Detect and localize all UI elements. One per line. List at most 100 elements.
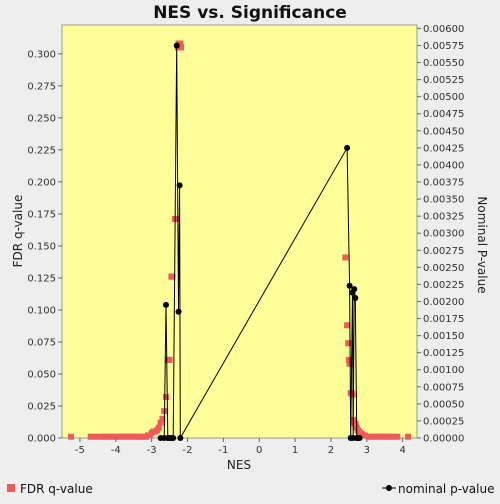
y-right-tick-label: 0.00175 xyxy=(423,314,464,325)
x-tick-label: 4 xyxy=(399,445,405,456)
y-left-tick-label: 0.250 xyxy=(27,113,56,124)
fdr-point xyxy=(369,433,376,440)
y-left-axis: 0.000 0.025 0.050 0.075 0.100 0.125 0.150 0.175… xyxy=(27,49,62,445)
y-left-tick-label: 0.000 xyxy=(27,434,56,445)
y-right-tick-label: 0.00275 xyxy=(423,246,464,257)
x-tick-label: -2 xyxy=(183,445,193,456)
x-axis: -5 -4 -3 -2 -1 0 1 2 3 4 xyxy=(75,438,406,456)
fdr-point xyxy=(157,419,164,426)
fdr-point xyxy=(342,254,349,261)
fdr-point xyxy=(134,433,141,440)
fdr-point xyxy=(127,433,134,440)
legend: FDR q-value nominal p-value xyxy=(7,482,494,496)
legend-pvalue-label: nominal p-value xyxy=(398,482,494,496)
fdr-point xyxy=(345,340,352,347)
fdr-point xyxy=(159,415,166,422)
fdr-point xyxy=(405,433,412,440)
fdr-point xyxy=(93,433,100,440)
fdr-point xyxy=(383,433,390,440)
fdr-point xyxy=(178,44,185,51)
pvalue-point xyxy=(176,182,183,189)
y-right-tick-label: 0.00425 xyxy=(423,143,464,154)
fdr-point xyxy=(346,360,353,367)
x-axis-label: NES xyxy=(227,458,251,472)
legend-fdr-marker xyxy=(7,484,15,492)
fdr-point xyxy=(162,394,169,401)
y-right-axis: 0.00000 0.00025 0.00050 0.00075 0.00100 0.001… xyxy=(417,24,464,445)
fdr-point xyxy=(102,433,109,440)
y-left-tick-label: 0.025 xyxy=(27,401,56,412)
y-left-tick-label: 0.125 xyxy=(27,273,56,284)
y-left-tick-label: 0.050 xyxy=(27,369,56,380)
y-left-tick-label: 0.200 xyxy=(27,177,56,188)
y-right-tick-label: 0.00525 xyxy=(423,75,464,86)
fdr-point xyxy=(387,433,394,440)
y-right-tick-label: 0.00500 xyxy=(423,92,464,103)
x-tick-label: -4 xyxy=(111,445,121,456)
y-right-tick-label: 0.00250 xyxy=(423,263,464,274)
x-tick-label: -5 xyxy=(75,445,85,456)
y-left-tick-label: 0.300 xyxy=(27,49,56,60)
pvalue-point xyxy=(162,301,169,308)
fdr-point xyxy=(173,216,180,223)
fdr-point xyxy=(123,433,130,440)
y-right-tick-label: 0.00200 xyxy=(423,297,464,308)
pvalue-point xyxy=(177,435,184,441)
y-right-tick-label: 0.00000 xyxy=(423,434,464,445)
pvalue-point xyxy=(170,435,177,441)
fdr-point xyxy=(67,433,74,440)
y-right-tick-label: 0.00025 xyxy=(423,416,464,427)
fdr-point xyxy=(169,273,176,280)
x-tick-label: 0 xyxy=(256,445,262,456)
fdr-point xyxy=(112,433,119,440)
pvalue-point xyxy=(356,435,363,441)
fdr-point xyxy=(372,433,379,440)
fdr-point xyxy=(394,433,401,440)
fdr-point xyxy=(166,356,173,363)
y-left-tick-label: 0.100 xyxy=(27,305,56,316)
chart-title: NES vs. Significance xyxy=(153,3,347,23)
y-left-axis-label: FDR q-value xyxy=(11,195,25,268)
plot-area xyxy=(61,24,418,439)
y-left-tick-label: 0.150 xyxy=(27,241,56,252)
pvalue-point xyxy=(173,42,180,49)
fdr-point xyxy=(105,433,112,440)
y-right-tick-label: 0.00075 xyxy=(423,382,464,393)
y-left-tick-label: 0.075 xyxy=(27,337,56,348)
y-right-tick-label: 0.00125 xyxy=(423,348,464,359)
x-tick-label: -3 xyxy=(147,445,157,456)
y-right-axis-label: Nominal P-value xyxy=(475,196,489,293)
y-right-tick-label: 0.00400 xyxy=(423,160,464,171)
legend-pvalue-marker xyxy=(386,485,392,491)
x-tick-label: 3 xyxy=(364,445,370,456)
y-right-tick-label: 0.00575 xyxy=(423,41,464,52)
fdr-point xyxy=(155,424,162,431)
y-right-tick-label: 0.00050 xyxy=(423,399,464,410)
x-tick-label: 1 xyxy=(292,445,298,456)
y-right-tick-label: 0.00325 xyxy=(423,212,464,223)
fdr-point xyxy=(345,356,352,363)
fdr-point xyxy=(87,433,94,440)
fdr-point xyxy=(344,322,351,329)
fdr-point xyxy=(390,433,397,440)
fdr-point xyxy=(109,433,116,440)
fdr-point xyxy=(349,391,356,398)
y-right-tick-label: 0.00300 xyxy=(423,229,464,240)
x-tick-label: 2 xyxy=(328,445,334,456)
pvalue-series xyxy=(157,42,363,441)
pvalue-point xyxy=(344,144,351,151)
pvalue-point xyxy=(175,308,182,315)
y-right-tick-label: 0.00475 xyxy=(423,109,464,120)
fdr-point xyxy=(116,433,123,440)
pvalue-point xyxy=(346,282,353,289)
y-right-tick-label: 0.00375 xyxy=(423,178,464,189)
x-tick-label: -1 xyxy=(218,445,228,456)
fdr-point xyxy=(379,433,386,440)
y-left-tick-label: 0.275 xyxy=(27,81,56,92)
y-right-tick-label: 0.00225 xyxy=(423,280,464,291)
fdr-point xyxy=(365,433,372,440)
y-right-tick-label: 0.00450 xyxy=(423,126,464,137)
fdr-point xyxy=(98,433,105,440)
